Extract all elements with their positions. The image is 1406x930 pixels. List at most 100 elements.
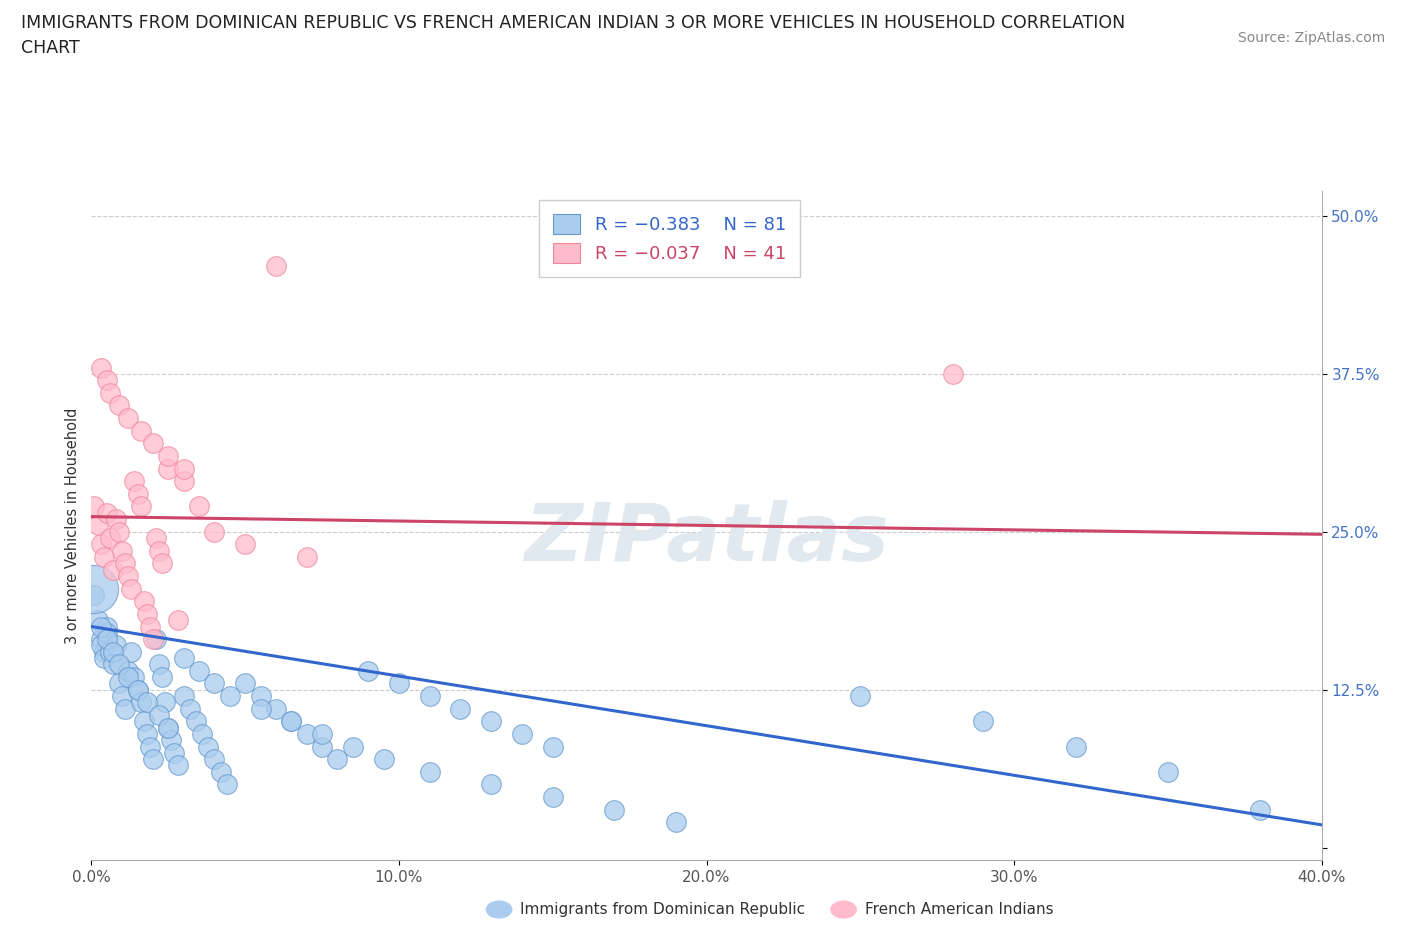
Point (419, 764, 441, 779)
Point (202, 676, 225, 691)
Point (264, 701, 287, 716)
Point (942, 366, 965, 381)
Point (173, 688, 195, 703)
Point (163, 746, 186, 761)
Point (90, 537, 112, 551)
Point (280, 714, 302, 729)
Point (510, 726, 533, 741)
Point (83, 499, 105, 514)
Point (1249, 803, 1271, 817)
Point (215, 777, 238, 791)
Point (157, 720, 180, 735)
Point (972, 714, 994, 729)
Point (150, 670, 173, 684)
Point (127, 486, 149, 501)
Point (419, 688, 441, 703)
Point (96, 505, 118, 520)
Point (98, 385, 121, 400)
Point (148, 657, 170, 671)
Legend: R = −0.383    N = 81, R = −0.037    N = 41: R = −0.383 N = 81, R = −0.037 N = 41 (538, 200, 800, 277)
Point (160, 733, 183, 748)
Point (665, 815, 688, 830)
Point (148, 708, 170, 723)
Point (479, 777, 502, 791)
Point (142, 751, 165, 766)
Text: Immigrants from Dominican Republic: Immigrants from Dominican Republic (520, 902, 806, 917)
Point (233, 537, 256, 551)
Point (1157, 764, 1180, 779)
Point (96, 619, 118, 634)
Point (179, 701, 201, 716)
Point (132, 714, 155, 729)
Point (603, 803, 626, 817)
Point (105, 638, 127, 653)
Point (127, 683, 149, 698)
Point (373, 751, 395, 766)
Point (83, 588, 105, 603)
Text: CHART: CHART (21, 39, 80, 57)
Point (218, 688, 240, 703)
Point (96, 625, 118, 640)
Point (139, 739, 162, 754)
Point (145, 631, 167, 646)
Point (188, 499, 211, 514)
Point (93, 550, 115, 565)
Text: French American Indians: French American Indians (865, 902, 1053, 917)
Point (326, 751, 349, 766)
Point (191, 726, 214, 741)
Point (342, 739, 364, 754)
Point (295, 550, 318, 565)
Text: Source: ZipAtlas.com: Source: ZipAtlas.com (1237, 31, 1385, 45)
Text: ZIPatlas: ZIPatlas (524, 499, 889, 578)
Point (449, 701, 471, 716)
Point (124, 473, 146, 488)
Point (90, 631, 112, 646)
Point (139, 619, 162, 634)
Point (120, 581, 142, 596)
Point (117, 411, 139, 426)
Point (157, 720, 180, 735)
Point (166, 613, 188, 628)
Point (93, 651, 115, 666)
Point (166, 758, 188, 773)
Point (202, 525, 225, 539)
Point (127, 683, 149, 698)
Point (129, 499, 152, 514)
Point (90, 360, 112, 375)
Point (90, 619, 112, 634)
Point (157, 448, 180, 463)
Point (117, 568, 139, 583)
Point (142, 631, 165, 646)
Point (98, 644, 121, 659)
Point (249, 688, 271, 703)
Point (233, 676, 256, 691)
Point (135, 726, 157, 741)
Point (111, 543, 134, 558)
Point (249, 701, 271, 716)
Point (101, 644, 124, 659)
Point (96, 373, 118, 388)
Point (124, 670, 146, 684)
Point (280, 714, 302, 729)
Point (114, 556, 136, 571)
Point (197, 739, 219, 754)
Y-axis label: 3 or more Vehicles in Household: 3 or more Vehicles in Household (65, 407, 80, 644)
Text: IMMIGRANTS FROM DOMINICAN REPUBLIC VS FRENCH AMERICAN INDIAN 3 OR MORE VEHICLES : IMMIGRANTS FROM DOMINICAN REPUBLIC VS FR… (21, 14, 1125, 32)
Point (311, 739, 333, 754)
Point (148, 543, 170, 558)
Point (117, 663, 139, 678)
Point (86, 613, 108, 628)
Point (108, 657, 131, 671)
Point (311, 726, 333, 741)
Point (264, 259, 287, 274)
Point (150, 556, 173, 571)
Point (388, 676, 411, 691)
Point (101, 657, 124, 671)
Point (357, 663, 380, 678)
Point (129, 695, 152, 710)
Point (202, 751, 225, 766)
Point (541, 790, 564, 804)
Point (108, 398, 131, 413)
Point (135, 606, 157, 621)
Point (145, 531, 167, 546)
